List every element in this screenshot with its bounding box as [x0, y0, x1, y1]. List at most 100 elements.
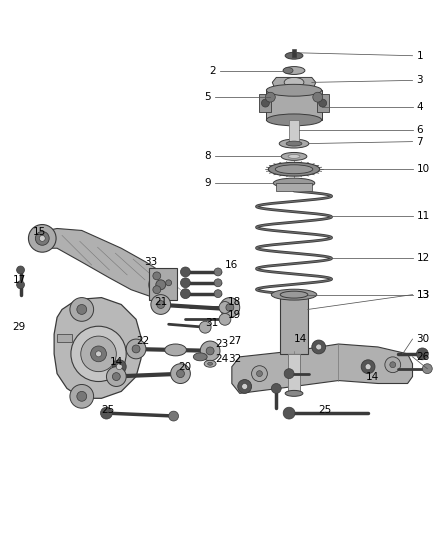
Circle shape [180, 289, 191, 298]
Circle shape [180, 278, 191, 288]
Ellipse shape [283, 67, 305, 75]
Bar [149, 268, 177, 300]
Ellipse shape [204, 360, 216, 367]
Bar [292, 49, 296, 56]
Text: 2: 2 [209, 66, 216, 76]
Circle shape [28, 224, 56, 252]
Text: 14: 14 [294, 334, 307, 344]
Bar [276, 183, 312, 191]
Text: 13: 13 [417, 289, 430, 300]
Circle shape [199, 321, 211, 333]
Text: 8: 8 [205, 151, 211, 161]
Circle shape [257, 370, 262, 377]
Circle shape [95, 351, 102, 357]
Circle shape [265, 92, 275, 102]
Polygon shape [32, 229, 171, 296]
Circle shape [214, 268, 222, 276]
Circle shape [313, 92, 323, 102]
Ellipse shape [193, 353, 207, 361]
Text: 11: 11 [417, 211, 430, 221]
Circle shape [35, 231, 49, 245]
Circle shape [17, 281, 25, 289]
Ellipse shape [266, 84, 321, 96]
Text: 4: 4 [417, 102, 423, 112]
Circle shape [312, 340, 325, 354]
Circle shape [214, 279, 222, 287]
Bar [317, 94, 328, 112]
Circle shape [132, 345, 140, 353]
Ellipse shape [285, 390, 303, 397]
Circle shape [220, 297, 240, 317]
Circle shape [238, 379, 251, 393]
Circle shape [166, 280, 172, 286]
Circle shape [77, 304, 87, 314]
Polygon shape [54, 297, 141, 398]
Bar [280, 295, 308, 354]
Text: 5: 5 [205, 92, 211, 102]
Circle shape [153, 272, 161, 280]
Circle shape [126, 339, 146, 359]
Text: 3: 3 [417, 75, 423, 85]
Text: 25: 25 [102, 405, 115, 415]
Bar [288, 354, 300, 393]
Text: 32: 32 [228, 354, 241, 364]
Circle shape [180, 267, 191, 277]
Text: 27: 27 [228, 336, 241, 346]
Ellipse shape [266, 114, 321, 126]
Circle shape [219, 302, 231, 313]
Ellipse shape [283, 68, 293, 74]
Circle shape [261, 99, 269, 107]
Text: 20: 20 [179, 362, 192, 372]
Text: 14: 14 [366, 372, 379, 382]
Circle shape [177, 370, 184, 377]
Circle shape [101, 407, 113, 419]
Circle shape [39, 236, 45, 241]
Ellipse shape [279, 139, 309, 148]
Circle shape [157, 301, 165, 309]
Text: 18: 18 [228, 296, 241, 306]
Ellipse shape [208, 362, 212, 365]
Circle shape [365, 364, 371, 370]
Bar [266, 90, 321, 120]
Circle shape [91, 346, 106, 362]
Text: 23: 23 [215, 339, 228, 349]
Text: 6: 6 [417, 125, 423, 135]
Circle shape [113, 360, 126, 374]
Circle shape [214, 290, 222, 297]
Circle shape [70, 297, 94, 321]
Polygon shape [272, 77, 316, 92]
Circle shape [71, 326, 126, 382]
Circle shape [251, 366, 267, 382]
Circle shape [153, 286, 161, 294]
Ellipse shape [286, 141, 302, 146]
Circle shape [390, 362, 396, 368]
Circle shape [385, 357, 401, 373]
Text: 15: 15 [32, 228, 46, 237]
Text: 7: 7 [417, 136, 423, 147]
Text: 30: 30 [417, 334, 430, 344]
Circle shape [422, 364, 432, 374]
Circle shape [171, 364, 191, 384]
Circle shape [417, 348, 428, 360]
Ellipse shape [284, 77, 304, 87]
Text: 17: 17 [13, 275, 26, 285]
Circle shape [319, 99, 327, 107]
Circle shape [242, 384, 247, 390]
Ellipse shape [275, 165, 313, 174]
Text: 1: 1 [417, 51, 423, 61]
Circle shape [156, 280, 166, 290]
Text: 14: 14 [110, 357, 123, 367]
Text: 10: 10 [417, 164, 430, 174]
Text: 26: 26 [417, 352, 430, 362]
Text: 12: 12 [417, 253, 430, 263]
Text: 16: 16 [225, 260, 238, 270]
Circle shape [206, 347, 214, 355]
Text: 29: 29 [13, 322, 26, 332]
Ellipse shape [285, 52, 303, 59]
Circle shape [17, 266, 25, 274]
Circle shape [271, 384, 281, 393]
Text: 33: 33 [144, 257, 157, 267]
Ellipse shape [288, 155, 300, 158]
Ellipse shape [281, 152, 307, 160]
Ellipse shape [273, 178, 315, 188]
